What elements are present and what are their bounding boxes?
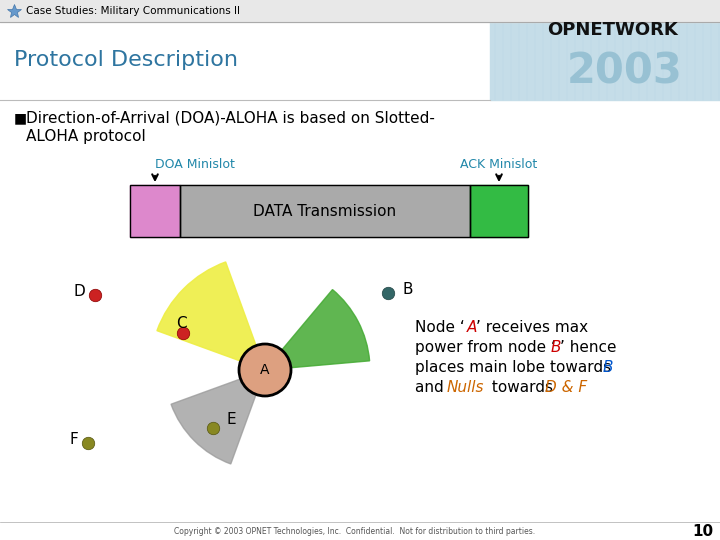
Bar — [470, 185, 528, 237]
Text: OPNETWORK: OPNETWORK — [546, 21, 678, 39]
Text: F: F — [69, 431, 78, 447]
Text: ’ receives max: ’ receives max — [476, 320, 588, 335]
Text: Protocol Description: Protocol Description — [14, 50, 238, 70]
Text: 2003: 2003 — [567, 51, 683, 93]
Text: Copyright © 2003 OPNET Technologies, Inc.  Confidential.  Not for distribution t: Copyright © 2003 OPNET Technologies, Inc… — [174, 528, 536, 537]
Text: D & F: D & F — [545, 380, 587, 395]
Text: ACK Minislot: ACK Minislot — [460, 159, 538, 172]
Text: DATA Transmission: DATA Transmission — [253, 204, 397, 219]
Bar — [130, 185, 180, 237]
Text: Case Studies: Military Communications II: Case Studies: Military Communications II — [26, 6, 240, 16]
Bar — [130, 185, 180, 237]
Wedge shape — [171, 370, 265, 464]
Text: DOA Minislot: DOA Minislot — [155, 159, 235, 172]
Text: 10: 10 — [693, 524, 714, 539]
Text: A: A — [260, 363, 270, 377]
Wedge shape — [157, 262, 265, 370]
Bar — [0, 0, 720, 22]
Wedge shape — [265, 289, 369, 370]
Text: power from node ‘: power from node ‘ — [415, 340, 556, 355]
Text: and: and — [415, 380, 449, 395]
Bar — [180, 185, 470, 237]
Text: places main lobe towards: places main lobe towards — [415, 360, 616, 375]
Text: Nulls: Nulls — [447, 380, 485, 395]
Text: ’ hence: ’ hence — [560, 340, 616, 355]
Text: Direction-of-Arrival (DOA)-ALOHA is based on Slotted-: Direction-of-Arrival (DOA)-ALOHA is base… — [26, 111, 435, 125]
Bar — [490, 0, 720, 100]
Text: B: B — [402, 281, 413, 296]
Bar — [470, 185, 528, 237]
Bar — [180, 185, 470, 237]
Text: C: C — [176, 315, 186, 330]
Text: Node ‘: Node ‘ — [415, 320, 464, 335]
Text: E: E — [227, 413, 237, 428]
Text: ALOHA protocol: ALOHA protocol — [26, 129, 145, 144]
Text: D: D — [73, 284, 85, 299]
Text: B: B — [603, 360, 613, 375]
Circle shape — [239, 344, 291, 396]
Text: towards: towards — [487, 380, 558, 395]
Text: A: A — [467, 320, 477, 335]
Text: ■: ■ — [14, 111, 27, 125]
Text: B: B — [551, 340, 562, 355]
